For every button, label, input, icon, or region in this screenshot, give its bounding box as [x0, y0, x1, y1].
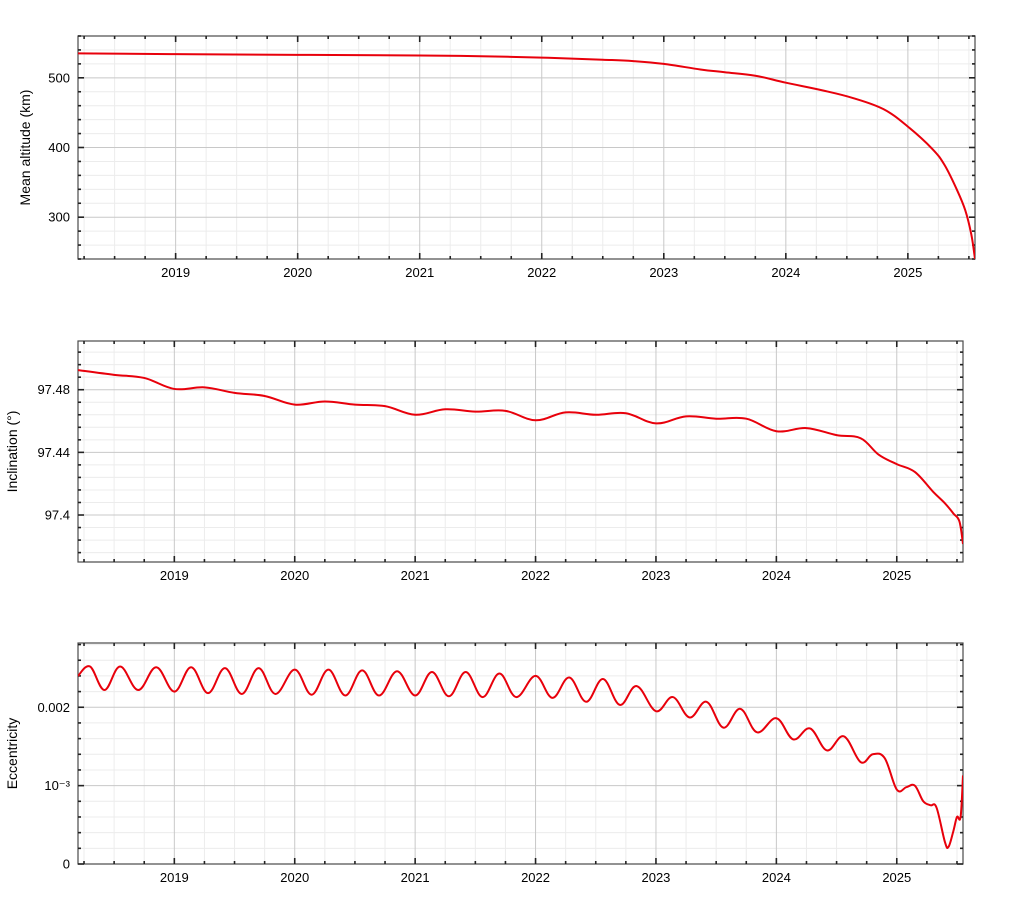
x-tick-label: 2020: [283, 265, 312, 280]
x-tick-label: 2023: [641, 870, 670, 885]
gridlines: [78, 36, 975, 259]
x-tick-label: 2024: [771, 265, 800, 280]
x-tick-label: 2021: [401, 568, 430, 583]
gridlines: [78, 643, 963, 865]
x-tick-label: 2020: [280, 568, 309, 583]
panel-1: 2019 2020 2021 2022 2023 2024 2025 300 400 500 Mea…: [17, 35, 976, 280]
panel-2: 2019 2020 2021 2022 2023 2024 2025 97.4 97.44 97.…: [4, 340, 964, 583]
x-tick-label: 2023: [641, 568, 670, 583]
y-axis-label: Mean altitude (km): [17, 90, 33, 206]
x-tick-label: 2025: [882, 870, 911, 885]
y-axis-label: Inclination (°): [4, 411, 20, 493]
x-tick-label: 2020: [280, 870, 309, 885]
x-tick-label: 2022: [527, 265, 556, 280]
x-tick-label: 2019: [160, 870, 189, 885]
y-tick-label: 0: [63, 857, 70, 872]
x-tick-label: 2019: [161, 265, 190, 280]
x-tick-label: 2021: [401, 870, 430, 885]
y-axis-label: Eccentricity: [4, 718, 20, 790]
x-tick-label: 2024: [762, 870, 791, 885]
y-tick-label: 10⁻³: [44, 778, 70, 793]
x-tick-label: 2023: [649, 265, 678, 280]
x-tick-label: 2021: [405, 265, 434, 280]
x-tick-label: 2025: [893, 265, 922, 280]
x-tick-label: 2019: [160, 568, 189, 583]
series-line-1: [78, 369, 963, 545]
y-tick-label: 400: [48, 140, 70, 155]
x-tick-label: 2022: [521, 870, 550, 885]
x-tick-label: 2024: [762, 568, 791, 583]
x-tick-label: 2025: [882, 568, 911, 583]
y-tick-label: 500: [48, 70, 70, 85]
tick-marks: [78, 341, 963, 562]
panel-3: 2019 2020 2021 2022 2023 2024 2025 0 10⁻³ 0.002 Ec…: [4, 642, 964, 885]
x-tick-label: 2022: [521, 568, 550, 583]
y-tick-label: 0.002: [37, 700, 70, 715]
y-tick-label: 97.44: [37, 445, 70, 460]
y-tick-label: 97.48: [37, 382, 70, 397]
series-line-1: [78, 52, 975, 259]
tick-marks: [78, 35, 975, 260]
y-tick-label: 300: [48, 210, 70, 225]
series-line-1: [78, 665, 963, 849]
plot-frame: [77, 340, 964, 563]
y-tick-label: 97.4: [45, 508, 70, 523]
gridlines: [78, 341, 963, 562]
